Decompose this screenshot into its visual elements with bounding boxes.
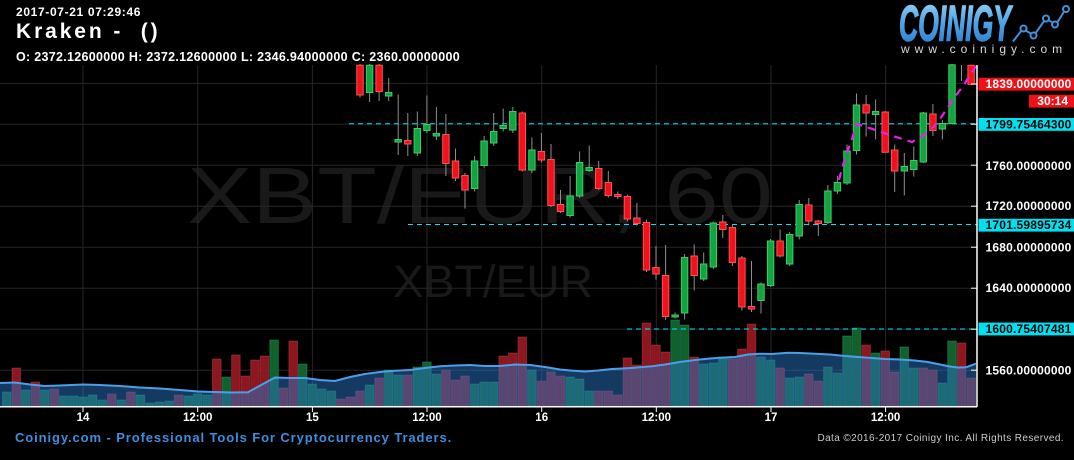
svg-text:XBT/EUR: XBT/EUR (393, 256, 593, 307)
svg-text:www.coinigy.com: www.coinigy.com (900, 42, 1067, 56)
svg-text:16: 16 (535, 412, 548, 424)
svg-text:1680.00000000: 1680.00000000 (986, 241, 1072, 255)
svg-text:2017-07-21 07:29:46: 2017-07-21 07:29:46 (16, 5, 141, 19)
svg-text:1799.75464300: 1799.75464300 (986, 117, 1072, 131)
svg-text:1640.00000000: 1640.00000000 (986, 281, 1072, 295)
svg-text:Kraken - (): Kraken - () (16, 20, 161, 43)
svg-text:12:00: 12:00 (412, 412, 441, 424)
svg-text:14: 14 (77, 412, 90, 424)
svg-text:1701.59895734: 1701.59895734 (986, 218, 1072, 232)
svg-text:Data ©2016-2017 Coinigy Inc. A: Data ©2016-2017 Coinigy Inc. All Rights … (817, 433, 1064, 444)
svg-text:12:00: 12:00 (642, 412, 671, 424)
svg-text:12:00: 12:00 (871, 412, 900, 424)
svg-text:17: 17 (765, 412, 778, 424)
svg-text:12:00: 12:00 (183, 412, 212, 424)
svg-text:O: 2372.12600000 H: 2372.12600: O: 2372.12600000 H: 2372.12600000 L: 234… (16, 50, 460, 64)
svg-text:30:14: 30:14 (1037, 94, 1068, 108)
svg-text:15: 15 (306, 412, 319, 424)
svg-text:1760.00000000: 1760.00000000 (986, 159, 1072, 173)
svg-text:1839.00000000: 1839.00000000 (986, 77, 1072, 91)
svg-text:XBT/EUR, 60: XBT/EUR, 60 (187, 151, 773, 240)
svg-text:Coinigy.com - Professional Too: Coinigy.com - Professional Tools For Cry… (15, 430, 452, 445)
svg-text:1560.00000000: 1560.00000000 (986, 363, 1072, 377)
svg-text:1720.00000000: 1720.00000000 (986, 199, 1072, 213)
svg-text:1600.75407481: 1600.75407481 (986, 322, 1072, 336)
